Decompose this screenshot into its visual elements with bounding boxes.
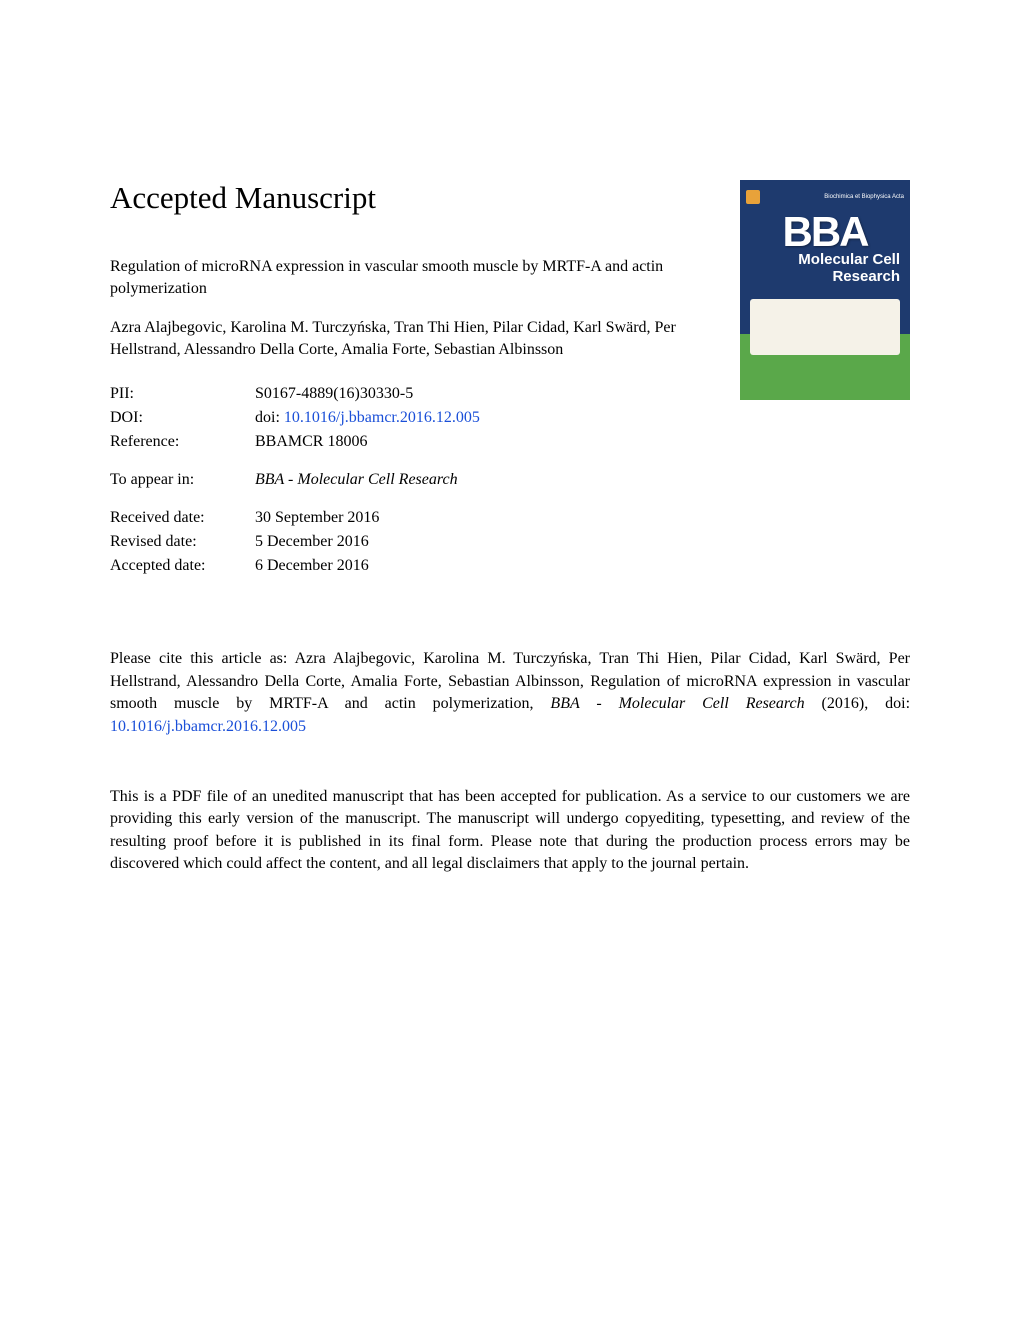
pii-label: PII: [110, 382, 255, 406]
pii-value: S0167-4889(16)30330-5 [255, 382, 413, 406]
revised-label: Revised date: [110, 530, 255, 554]
citation-year: (2016), doi: [805, 695, 910, 712]
accepted-value: 6 December 2016 [255, 554, 369, 578]
doi-value: doi: 10.1016/j.bbamcr.2016.12.005 [255, 406, 480, 430]
citation-block: Please cite this article as: Azra Alajbe… [110, 648, 910, 738]
doi-link[interactable]: 10.1016/j.bbamcr.2016.12.005 [284, 409, 480, 426]
cover-subtitle: Molecular Cell Research [740, 252, 910, 285]
meta-row-doi: DOI: doi: 10.1016/j.bbamcr.2016.12.005 [110, 406, 910, 430]
toappear-value: BBA - Molecular Cell Research [255, 468, 458, 492]
citation-doi-link[interactable]: 10.1016/j.bbamcr.2016.12.005 [110, 718, 306, 735]
received-label: Received date: [110, 506, 255, 530]
toappear-label: To appear in: [110, 468, 255, 492]
cover-top-bar: Biochimica et Biophysica Acta [740, 188, 910, 206]
cover-top-text: Biochimica et Biophysica Acta [824, 194, 904, 200]
journal-cover: Biochimica et Biophysica Acta BBA Molecu… [740, 180, 910, 400]
received-value: 30 September 2016 [255, 506, 379, 530]
disclaimer-block: This is a PDF file of an unedited manusc… [110, 786, 910, 876]
meta-row-toappear: To appear in: BBA - Molecular Cell Resea… [110, 468, 910, 492]
cover-bba-logo: BBA [783, 208, 868, 256]
article-authors: Azra Alajbegovic, Karolina M. Turczyńska… [110, 317, 700, 360]
elsevier-tree-icon [746, 190, 760, 204]
doi-prefix: doi: [255, 409, 284, 426]
doi-label: DOI: [110, 406, 255, 430]
article-title: Regulation of microRNA expression in vas… [110, 256, 680, 299]
cover-subtitle-line1: Molecular Cell [798, 251, 900, 268]
meta-row-accepted: Accepted date: 6 December 2016 [110, 554, 910, 578]
citation-journal: BBA - Molecular Cell Research [550, 695, 804, 712]
metadata-table: PII: S0167-4889(16)30330-5 DOI: doi: 10.… [110, 382, 910, 578]
reference-label: Reference: [110, 430, 255, 454]
revised-value: 5 December 2016 [255, 530, 369, 554]
meta-row-reference: Reference: BBAMCR 18006 [110, 430, 910, 454]
reference-value: BBAMCR 18006 [255, 430, 367, 454]
accepted-label: Accepted date: [110, 554, 255, 578]
cover-subtitle-line2: Research [832, 268, 900, 285]
meta-row-received: Received date: 30 September 2016 [110, 506, 910, 530]
meta-row-revised: Revised date: 5 December 2016 [110, 530, 910, 554]
cover-figure-placeholder [750, 299, 900, 355]
